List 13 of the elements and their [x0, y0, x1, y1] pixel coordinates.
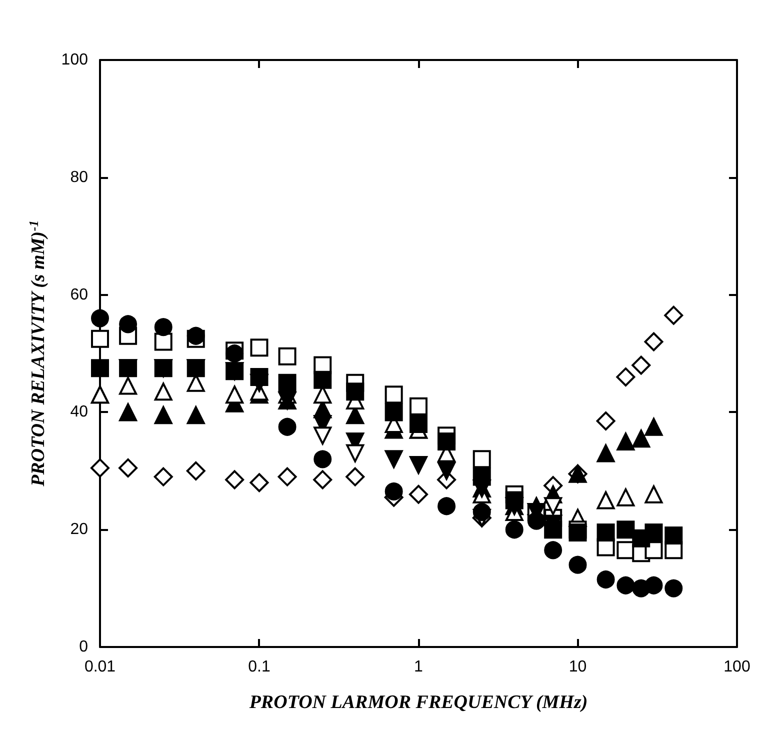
y-axis-title: PROTON RELAXIVITY (s mM)-1 — [26, 220, 49, 488]
y-tick-label: 0 — [79, 638, 88, 656]
y-tick-label: 100 — [61, 52, 88, 68]
x-tick-label: 1 — [414, 658, 424, 676]
y-tick-label: 40 — [70, 404, 88, 421]
y-tick-label: 20 — [70, 521, 88, 538]
x-tick-label: 100 — [724, 658, 750, 676]
x-axis-title: PROTON LARMOR FREQUENCY (MHz) — [248, 692, 588, 713]
x-tick-label: 0.1 — [248, 658, 270, 676]
y-tick-label: 60 — [70, 286, 88, 304]
x-tick-label: 0.01 — [84, 658, 116, 676]
y-tick-label: 80 — [70, 168, 88, 186]
x-tick-label: 10 — [568, 658, 587, 676]
